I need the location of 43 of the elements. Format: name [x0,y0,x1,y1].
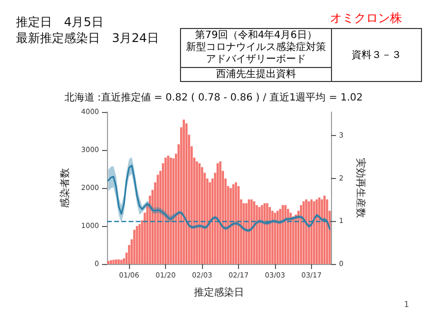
text: 1 [404,300,410,309]
bar [316,199,318,264]
bar [110,260,112,264]
bar [107,260,110,264]
bar [120,260,122,264]
bar [256,205,258,264]
x-axis-title: 推定感染日 [194,286,244,298]
text: オミクロン株 [330,11,402,25]
bar [245,203,248,264]
bar [136,226,138,264]
text: 最新推定感染日 3月24日 [16,31,159,45]
text: 第79回（令和4年4月6日） [195,30,317,41]
bar [268,207,271,264]
bar [266,203,268,264]
bar [305,199,308,264]
bar [292,216,294,264]
bar [118,259,120,264]
bar [182,120,185,264]
y2-axis-title: 実効再生産数 [354,158,366,218]
text: 西浦先生提出資料 [216,69,296,80]
bar [318,198,320,264]
bar [253,201,256,264]
bar [216,163,219,264]
bar [294,214,297,264]
bar [302,201,305,264]
bar [230,188,232,264]
bar [279,208,282,264]
text: アドバイザリーボード [206,54,306,65]
chart-title: 北海道 :直近推定値 = 0.82 ( 0.78 - 0.86 ) / 直近1週平均 = 1.02 [64,92,363,104]
bar [219,161,222,264]
text: 資料３－３ [352,48,402,62]
bar [138,224,141,264]
bar [167,156,170,264]
bar [232,184,234,264]
bar [282,205,284,264]
text: 新型コロナウイルス感染症対策 [186,42,326,53]
bar [115,259,118,264]
text: 推定日 4月5日 [16,15,104,29]
bar [242,203,245,264]
bar [170,158,172,264]
y-axis-title: 感染者数 [58,168,71,208]
bar [133,230,136,264]
bar [156,174,159,264]
